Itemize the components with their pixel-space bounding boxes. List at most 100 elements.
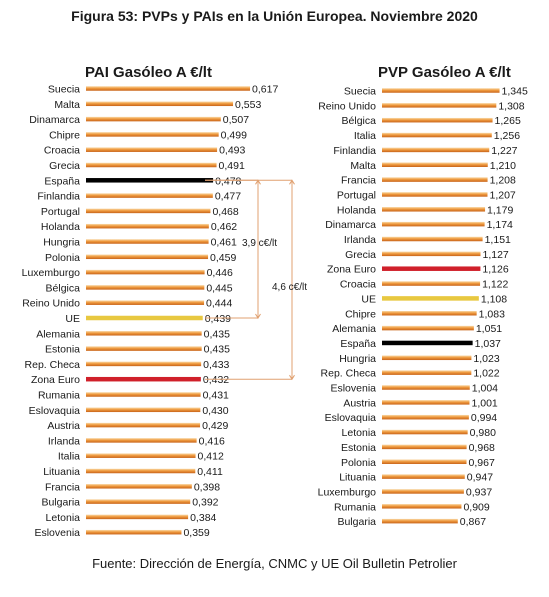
pvp-category-label-rumania: Rumania xyxy=(334,501,376,513)
pvp-value-label-zona-euro: 1,126 xyxy=(482,264,508,276)
pvp-category-label-croacia: Croacia xyxy=(340,279,376,291)
pai-category-label-letonia: Letonia xyxy=(46,512,81,524)
pai-bar-lituania xyxy=(86,468,196,474)
pvp-bar-rumania xyxy=(382,504,462,509)
pai-category-label-eslovaquia: Eslovaquia xyxy=(29,405,81,417)
pvp-category-label-zona-euro: Zona Euro xyxy=(327,264,376,276)
pvp-value-label-alemania: 1,051 xyxy=(476,323,502,335)
pai-bar-portugal xyxy=(86,208,211,214)
pai-bar-irlanda xyxy=(86,438,197,443)
pvp-value-label-holanda: 1,179 xyxy=(487,204,513,216)
pai-bar-dinamarca xyxy=(86,116,221,122)
pvp-value-label-suecia: 1,345 xyxy=(502,86,528,98)
pvp-category-label-letonia: Letonia xyxy=(342,427,377,439)
annotation-arrowhead xyxy=(255,313,261,319)
pai-category-label-rumania: Rumania xyxy=(38,390,80,402)
pai-category-label-austria: Austria xyxy=(47,420,80,432)
pai-category-label-estonia: Estonia xyxy=(45,344,80,356)
pvp-value-label-grecia: 1,127 xyxy=(482,249,508,261)
pai-bar-italia xyxy=(86,453,196,458)
pai-value-label-irlanda: 0,416 xyxy=(199,435,225,447)
pai-category-label-croacia: Croacia xyxy=(44,145,80,157)
pai-value-label-italia: 0,412 xyxy=(198,451,224,463)
pai-value-label-zona-euro: 0,432 xyxy=(203,374,229,386)
pvp-category-label-austria: Austria xyxy=(343,397,376,409)
pvp-value-label-francia: 1,208 xyxy=(490,175,516,187)
pvp-value-label-rep-checa: 1,022 xyxy=(473,368,499,380)
pvp-bar-portugal xyxy=(382,192,488,197)
pvp-value-label-belgica: 1,265 xyxy=(495,115,521,127)
pvp-category-label-italia: Italia xyxy=(354,130,376,142)
pai-value-label-reino-unido: 0,444 xyxy=(206,298,232,310)
pvp-value-label-ue: 1,108 xyxy=(481,293,507,305)
pai-value-label-ue: 0,439 xyxy=(205,313,231,325)
pai-value-label-francia: 0,398 xyxy=(194,481,220,493)
pai-category-label-finlandia: Finlandia xyxy=(37,191,80,203)
pai-bar-espana xyxy=(86,178,214,183)
pvp-category-label-bulgaria: Bulgaria xyxy=(337,516,376,528)
pvp-bar-eslovaquia xyxy=(382,414,469,420)
pvp-category-label-ue: UE xyxy=(361,293,376,305)
pai-bar-malta xyxy=(86,101,234,107)
pai-bar-bulgaria xyxy=(86,499,191,504)
pvp-category-label-grecia: Grecia xyxy=(345,249,376,261)
pai-value-label-croacia: 0,493 xyxy=(219,145,245,157)
pai-value-label-polonia: 0,459 xyxy=(210,252,236,264)
pvp-value-label-austria: 1,001 xyxy=(471,397,497,409)
pai-value-label-chipre: 0,499 xyxy=(221,129,247,141)
pai-bar-rumania xyxy=(86,392,201,397)
pvp-value-label-italia: 1,256 xyxy=(494,130,520,142)
pvp-bar-austria xyxy=(382,400,470,405)
pai-bar-polonia xyxy=(86,254,209,260)
pvp-category-label-chipre: Chipre xyxy=(345,308,376,320)
pvp-bar-italia xyxy=(382,132,492,138)
pai-category-label-polonia: Polonia xyxy=(45,252,80,264)
pvp-value-label-polonia: 0,967 xyxy=(469,457,495,469)
pvp-category-label-eslovaquia: Eslovaquia xyxy=(325,412,377,424)
pvp-category-label-malta: Malta xyxy=(350,160,376,172)
annotation-label: 4,6 c€/lt xyxy=(272,282,307,293)
pai-value-label-letonia: 0,384 xyxy=(190,512,216,524)
pvp-bar-bulgaria xyxy=(382,518,458,524)
pvp-bar-holanda xyxy=(382,207,486,212)
pai-category-label-irlanda: Irlanda xyxy=(48,435,80,447)
pai-category-label-portugal: Portugal xyxy=(41,206,80,218)
pvp-bar-ue xyxy=(382,296,479,301)
pai-value-label-luxemburgo: 0,446 xyxy=(207,267,233,279)
pai-annotations: 3,9 c€/lt 4,6 c€/lt xyxy=(205,179,307,381)
pai-bar-finlandia xyxy=(86,193,213,198)
pvp-bar-chart: Suecia 1,345 Reino Unido 1,308 Bélgica 1,265 I… xyxy=(318,86,528,529)
pvp-category-label-polonia: Polonia xyxy=(341,457,376,469)
pvp-value-label-eslovenia: 1,004 xyxy=(472,383,498,395)
pai-category-label-rep-checa: Rep. Checa xyxy=(25,359,81,371)
pai-bar-suecia xyxy=(86,86,251,91)
pai-category-label-bulgaria: Bulgaria xyxy=(41,497,80,509)
pvp-value-label-malta: 1,210 xyxy=(490,160,516,172)
pvp-category-label-francia: Francia xyxy=(341,175,376,187)
pvp-category-label-portugal: Portugal xyxy=(337,189,376,201)
pvp-value-label-rumania: 0,909 xyxy=(463,501,489,513)
pvp-bar-dinamarca xyxy=(382,221,485,227)
pvp-category-label-luxemburgo: Luxemburgo xyxy=(318,486,377,498)
pvp-bar-suecia xyxy=(382,88,500,93)
pvp-value-label-letonia: 0,980 xyxy=(470,427,496,439)
pai-category-label-lituania: Lituania xyxy=(43,466,80,478)
pvp-bar-eslovenia xyxy=(382,385,470,390)
pvp-bar-francia xyxy=(382,177,488,182)
pvp-category-label-alemania: Alemania xyxy=(332,323,376,335)
pai-category-label-malta: Malta xyxy=(54,99,80,111)
pvp-category-label-dinamarca: Dinamarca xyxy=(325,219,376,231)
pvp-category-label-estonia: Estonia xyxy=(341,442,376,454)
pvp-bar-croacia xyxy=(382,281,481,286)
pvp-bar-chipre xyxy=(382,311,477,316)
pai-bar-chart: Suecia 0,617 Malta 0,553 Dinamarca 0,507 Chipr… xyxy=(22,84,279,540)
pai-category-label-ue: UE xyxy=(65,313,80,325)
pai-chart-title: PAI Gasóleo A €/lt xyxy=(85,64,212,81)
pai-bar-chipre xyxy=(86,132,219,137)
pvp-category-label-reino-unido: Reino Unido xyxy=(318,100,376,112)
pvp-bar-reino-unido xyxy=(382,103,497,108)
pai-bar-croacia xyxy=(86,147,218,152)
pai-category-label-dinamarca: Dinamarca xyxy=(29,114,80,126)
pai-category-label-reino-unido: Reino Unido xyxy=(22,298,80,310)
pai-value-label-holanda: 0,462 xyxy=(211,221,237,233)
